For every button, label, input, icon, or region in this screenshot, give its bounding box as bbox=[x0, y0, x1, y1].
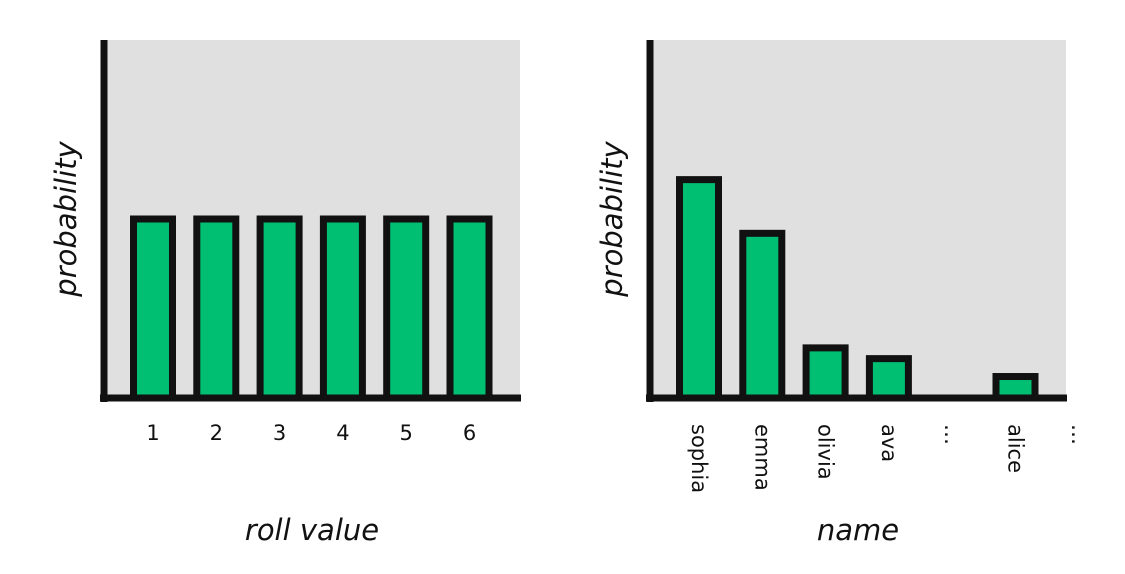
bar-2 bbox=[193, 215, 240, 402]
bar-ava bbox=[865, 355, 912, 402]
bar-olivia bbox=[802, 344, 849, 402]
bar-3 bbox=[256, 215, 303, 402]
y-axis-title: probability bbox=[49, 140, 83, 297]
bar-sophia bbox=[676, 176, 722, 402]
x-tick-label: 3 bbox=[273, 421, 286, 445]
x-tick-label: sophia bbox=[687, 424, 711, 493]
x-axis-title: name bbox=[817, 513, 899, 547]
name-chart: sophia emma olivia ava … alice … probability n… bbox=[595, 40, 1091, 547]
roll-value-chart: 1 2 3 4 5 6 probability roll value bbox=[49, 40, 521, 547]
bar-1 bbox=[130, 215, 176, 402]
y-axis-title: probability bbox=[595, 140, 629, 297]
bar-4 bbox=[319, 215, 366, 402]
x-tick-label: … bbox=[940, 424, 964, 445]
x-tick-label: olivia bbox=[814, 424, 838, 480]
x-tick-labels: 1 2 3 4 5 6 bbox=[146, 421, 476, 445]
x-tick-label: 2 bbox=[210, 421, 223, 445]
x-axis-title: roll value bbox=[245, 513, 379, 547]
x-tick-label: ava bbox=[877, 424, 901, 462]
x-tick-label: alice bbox=[1004, 424, 1028, 473]
x-tick-label: 1 bbox=[146, 421, 159, 445]
bar-5 bbox=[383, 215, 430, 402]
x-tick-label: 6 bbox=[463, 421, 476, 445]
x-tick-labels: sophia emma olivia ava … alice … bbox=[687, 424, 1091, 493]
x-tick-label: 5 bbox=[400, 421, 413, 445]
x-tick-label: … bbox=[1067, 424, 1091, 445]
bar-emma bbox=[739, 229, 786, 402]
x-tick-label: emma bbox=[750, 424, 774, 491]
x-tick-label: 4 bbox=[336, 421, 349, 445]
bar-6 bbox=[446, 215, 493, 402]
